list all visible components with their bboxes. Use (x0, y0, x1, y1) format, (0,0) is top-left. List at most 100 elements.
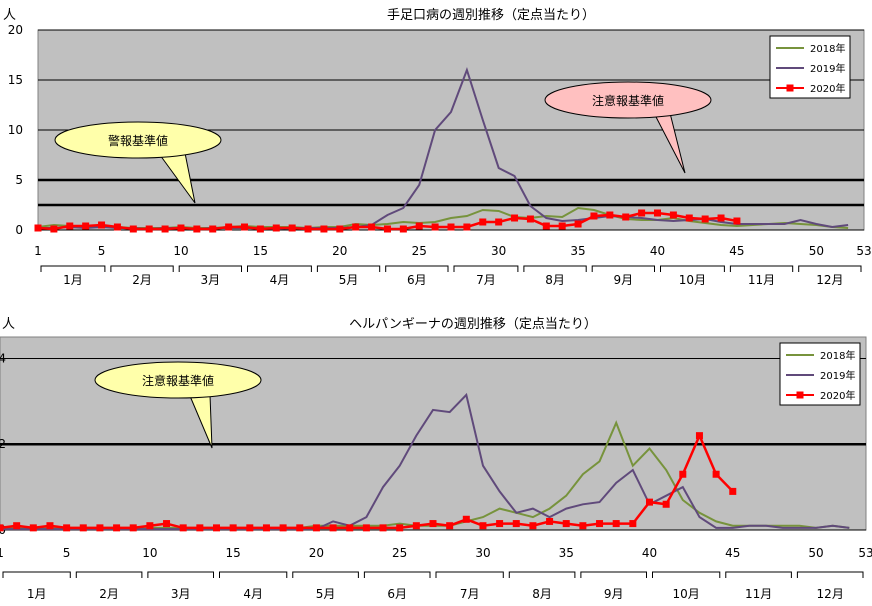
month-label: 10月 (672, 587, 699, 601)
data-point (669, 211, 677, 219)
data-point (512, 520, 520, 528)
month-label: 12月 (817, 587, 844, 601)
data-point (129, 524, 137, 532)
month-bracket (316, 265, 381, 272)
data-point (272, 224, 280, 232)
legend-label: 2018年 (820, 349, 855, 362)
data-point (279, 524, 287, 532)
data-point (399, 225, 407, 233)
data-point (196, 524, 204, 532)
threshold-label: 注意報基準値 (142, 373, 214, 388)
x-tick-label: 20 (309, 546, 324, 560)
x-tick-label: 20 (332, 244, 347, 258)
data-point (479, 218, 487, 226)
data-point (209, 225, 217, 233)
legend-label: 2020年 (810, 82, 845, 95)
month-bracket (2, 571, 71, 578)
data-point (34, 224, 42, 232)
callout-seam (159, 149, 186, 155)
month-bracket (75, 571, 143, 578)
data-point (288, 224, 296, 232)
x-tick-label: 35 (559, 546, 574, 560)
threshold-label: 注意報基準値 (592, 93, 664, 108)
data-point (66, 222, 74, 230)
month-label: 4月 (270, 273, 290, 287)
month-label: 7月 (476, 273, 496, 287)
data-point (29, 524, 37, 532)
data-point (495, 218, 503, 226)
y-axis-label: 人 (3, 8, 16, 23)
data-point (146, 522, 154, 530)
month-bracket (453, 265, 519, 272)
callout-bubble (94, 361, 262, 399)
data-point (13, 522, 21, 530)
data-point (446, 522, 454, 530)
month-bracket (508, 571, 576, 578)
x-tick-label: 25 (412, 244, 427, 258)
data-point (733, 217, 741, 225)
data-point (415, 222, 423, 230)
y-tick-label: 5 (15, 173, 23, 187)
month-bracket (363, 571, 431, 578)
month-bracket (729, 265, 794, 272)
month-bracket (40, 265, 106, 272)
data-point (431, 223, 439, 231)
data-point (685, 214, 693, 222)
data-point (362, 524, 370, 532)
callout-bubble (54, 121, 222, 159)
data-point (447, 223, 455, 231)
data-point (511, 214, 519, 222)
data-point (0, 524, 4, 532)
month-bracket (591, 265, 655, 272)
month-bracket (385, 265, 449, 272)
month-label: 8月 (532, 587, 552, 601)
month-label: 1月 (63, 273, 83, 287)
x-tick-label: 45 (729, 244, 744, 258)
data-point (558, 222, 566, 230)
x-tick-label: 15 (226, 546, 241, 560)
legend-label: 2019年 (820, 369, 855, 382)
month-bracket (660, 265, 725, 272)
x-tick-label: 45 (725, 546, 740, 560)
x-tick-label: 10 (142, 546, 157, 560)
data-point (379, 524, 387, 532)
x-tick-label: 5 (98, 244, 106, 258)
x-tick-label: 25 (392, 546, 407, 560)
y-tick-label: 2 (0, 437, 6, 451)
data-point (96, 524, 104, 532)
data-point (462, 515, 470, 523)
data-point (113, 524, 121, 532)
x-tick-label: 53 (856, 244, 871, 258)
data-point (396, 524, 404, 532)
x-tick-label: 10 (173, 244, 188, 258)
month-label: 9月 (604, 587, 624, 601)
legend-marker (786, 84, 794, 92)
x-tick-label: 40 (642, 546, 657, 560)
month-label: 5月 (316, 587, 336, 601)
data-point (574, 220, 582, 228)
data-point (368, 223, 376, 231)
data-point (383, 225, 391, 233)
month-bracket (147, 571, 214, 578)
data-point (529, 522, 537, 530)
data-point (312, 524, 320, 532)
chart-title: 手足口病の週別推移（定点当たり） (387, 8, 595, 23)
month-label: 1月 (27, 587, 47, 601)
data-point (646, 498, 653, 506)
data-point (304, 225, 312, 233)
data-point (177, 224, 185, 232)
data-point (638, 209, 646, 217)
data-point (98, 221, 106, 229)
x-tick-label: 50 (808, 546, 823, 560)
threshold-label: 警報基準値 (108, 133, 168, 148)
data-point (496, 520, 504, 528)
data-point (336, 225, 344, 233)
data-point (256, 225, 264, 233)
legend-label: 2020年 (820, 389, 855, 402)
callout-seam (654, 109, 671, 115)
data-point (542, 222, 550, 230)
data-point (526, 215, 534, 223)
data-point (629, 520, 637, 528)
month-label: 4月 (243, 587, 263, 601)
